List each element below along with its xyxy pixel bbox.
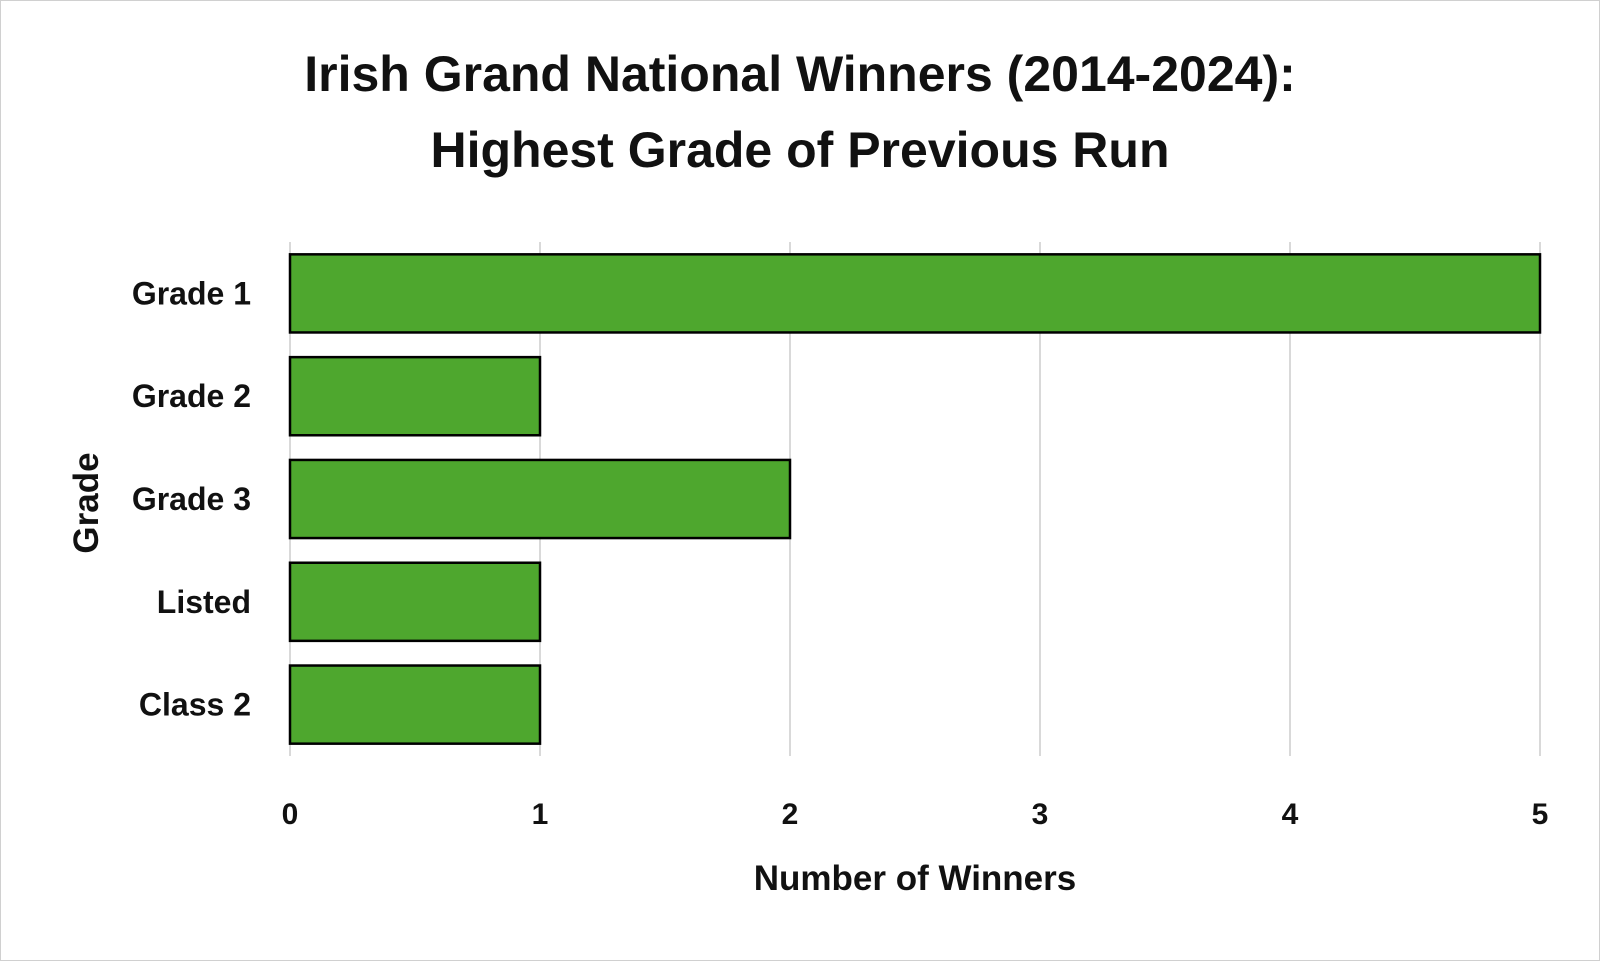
bar-grade-1: [288, 253, 1542, 334]
bar-grade-3: [288, 458, 792, 540]
category-label: Class 2: [139, 687, 251, 723]
x-tick-label: 0: [282, 798, 299, 831]
x-tick-label: 4: [1282, 798, 1299, 831]
chart-title-line-1: Irish Grand National Winners (2014-2024)…: [304, 46, 1296, 102]
x-axis-title: Number of Winners: [754, 859, 1077, 898]
bar-grade-2: [288, 355, 542, 437]
category-label: Grade 1: [132, 275, 251, 311]
x-tick-label: 3: [1032, 798, 1049, 831]
category-labels: Grade 1 Grade 2 Grade 3 Listed Class 2: [132, 275, 251, 722]
bar-listed: [288, 561, 542, 643]
chart-title-line-2: Highest Grade of Previous Run: [430, 122, 1169, 178]
bars: [288, 253, 1542, 745]
category-label: Grade 2: [132, 378, 251, 414]
x-tick-label: 5: [1532, 798, 1549, 831]
y-axis-title: Grade: [67, 452, 106, 553]
x-tick-label: 2: [782, 798, 799, 831]
x-tick-labels: 0 1 2 3 4 5: [282, 798, 1549, 831]
category-label: Grade 3: [132, 481, 251, 517]
category-label: Listed: [157, 584, 251, 620]
x-tick-label: 1: [532, 798, 549, 831]
bar-class-2: [288, 664, 542, 745]
